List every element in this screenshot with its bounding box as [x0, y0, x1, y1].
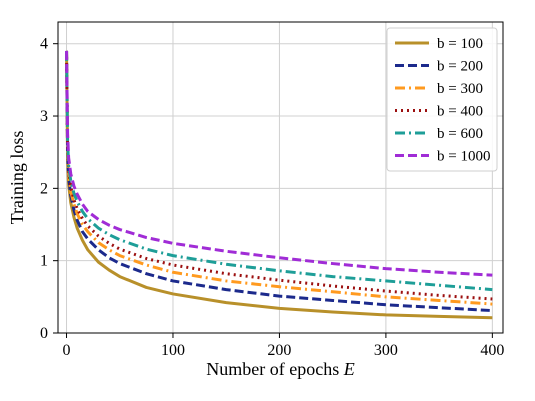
x-tick-label: 400 [480, 342, 504, 359]
x-tick-label: 200 [267, 342, 291, 359]
legend: b = 100 b = 200 b = 300 b = 400 b = 600 b = 1… [386, 27, 498, 172]
legend-label-4: b = 400 [437, 104, 483, 120]
series-line-1 [65, 50, 493, 320]
legend-label-5: b = 600 [437, 126, 483, 142]
plot-frame [57, 21, 504, 334]
y-tick-label: 3 [40, 108, 48, 125]
series-lines [65, 50, 493, 320]
legend-label-2: b = 200 [437, 59, 483, 75]
series-line-5 [65, 50, 493, 292]
x-axis-ticks: 0 100 200 300 400 [63, 333, 504, 359]
legend-label-3: b = 300 [437, 81, 483, 97]
legend-box [386, 27, 498, 172]
x-axis-label: Number of epochs E [206, 359, 354, 379]
series-line-3 [65, 50, 493, 306]
x-tick-label: 300 [374, 342, 398, 359]
y-tick-label: 2 [40, 180, 48, 197]
legend-label-1: b = 100 [437, 36, 483, 52]
y-axis-ticks: 0 1 2 3 4 [40, 36, 58, 342]
y-axis-label: Training loss [7, 131, 27, 225]
y-tick-label: 1 [40, 253, 48, 270]
y-tick-label: 0 [40, 325, 48, 342]
legend-label-6: b = 1000 [437, 149, 490, 165]
y-tick-label: 4 [40, 36, 48, 53]
x-tick-label: 100 [161, 342, 185, 359]
x-tick-label: 0 [63, 342, 71, 359]
x-axis-label-variable: E [343, 359, 355, 379]
series-line-6 [65, 50, 493, 277]
